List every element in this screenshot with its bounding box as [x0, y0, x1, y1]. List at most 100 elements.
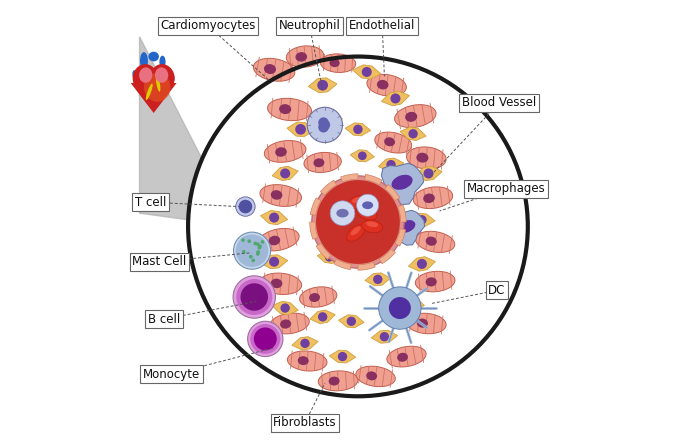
Circle shape [318, 312, 327, 321]
Ellipse shape [425, 237, 437, 246]
Ellipse shape [299, 287, 337, 307]
Circle shape [256, 250, 260, 254]
Polygon shape [353, 65, 381, 79]
Polygon shape [308, 78, 337, 93]
Polygon shape [408, 257, 436, 271]
Ellipse shape [132, 70, 141, 87]
Circle shape [324, 115, 334, 126]
Circle shape [234, 232, 271, 269]
Circle shape [312, 176, 404, 268]
Ellipse shape [384, 137, 395, 147]
Text: DC: DC [488, 284, 506, 297]
Circle shape [249, 255, 253, 258]
Circle shape [254, 328, 277, 350]
Ellipse shape [366, 222, 378, 227]
Circle shape [295, 124, 306, 135]
Polygon shape [310, 222, 318, 239]
Ellipse shape [375, 132, 412, 153]
Circle shape [389, 297, 411, 319]
Polygon shape [382, 91, 410, 106]
Ellipse shape [425, 278, 437, 286]
Ellipse shape [275, 147, 287, 157]
Circle shape [362, 67, 372, 77]
Polygon shape [389, 210, 425, 245]
Circle shape [379, 332, 389, 341]
Ellipse shape [264, 140, 306, 163]
Text: B cell: B cell [148, 313, 180, 325]
Polygon shape [317, 251, 341, 263]
Ellipse shape [155, 74, 160, 92]
Text: Fibroblasts: Fibroblasts [273, 416, 337, 429]
Ellipse shape [329, 377, 340, 385]
Circle shape [382, 198, 391, 207]
Circle shape [269, 257, 279, 267]
Circle shape [319, 122, 329, 132]
Ellipse shape [286, 46, 324, 67]
Polygon shape [272, 166, 298, 181]
Circle shape [247, 239, 251, 243]
Ellipse shape [395, 105, 436, 127]
Ellipse shape [366, 371, 377, 381]
Ellipse shape [270, 313, 309, 334]
Circle shape [258, 246, 261, 250]
Circle shape [233, 276, 275, 318]
Circle shape [342, 187, 351, 195]
Circle shape [250, 324, 280, 354]
Polygon shape [316, 243, 331, 259]
Circle shape [373, 275, 382, 284]
Circle shape [353, 125, 362, 134]
Polygon shape [398, 205, 406, 222]
Circle shape [390, 93, 401, 103]
Ellipse shape [166, 75, 175, 91]
Circle shape [386, 160, 396, 169]
Ellipse shape [268, 98, 312, 121]
Text: Mast Cell: Mast Cell [132, 255, 186, 268]
Polygon shape [397, 297, 425, 311]
Polygon shape [382, 163, 423, 205]
Ellipse shape [392, 175, 412, 190]
Ellipse shape [397, 220, 415, 233]
Polygon shape [335, 185, 359, 197]
Ellipse shape [258, 228, 299, 251]
Circle shape [417, 215, 427, 225]
Circle shape [256, 242, 260, 246]
Ellipse shape [361, 208, 373, 214]
Ellipse shape [416, 231, 455, 253]
Ellipse shape [260, 185, 301, 206]
Ellipse shape [319, 371, 358, 391]
Ellipse shape [356, 366, 395, 387]
Polygon shape [334, 259, 351, 270]
Ellipse shape [406, 147, 446, 169]
Polygon shape [365, 273, 390, 286]
Circle shape [248, 321, 283, 357]
Ellipse shape [413, 187, 453, 209]
Text: Blood Vessel: Blood Vessel [462, 96, 536, 109]
Ellipse shape [406, 313, 446, 334]
Circle shape [379, 287, 421, 329]
Circle shape [251, 258, 255, 262]
Polygon shape [272, 301, 298, 315]
Ellipse shape [347, 225, 365, 242]
Text: Endothelial: Endothelial [349, 19, 415, 32]
Polygon shape [400, 127, 426, 141]
Circle shape [236, 234, 269, 267]
Ellipse shape [279, 104, 291, 114]
Ellipse shape [405, 112, 417, 122]
Circle shape [338, 352, 347, 361]
Circle shape [330, 201, 355, 226]
Circle shape [241, 238, 245, 242]
Ellipse shape [341, 205, 352, 213]
Polygon shape [374, 195, 399, 209]
Text: Cardiomyocytes: Cardiomyocytes [160, 19, 256, 32]
Ellipse shape [423, 194, 435, 203]
Ellipse shape [321, 54, 356, 72]
Polygon shape [140, 37, 236, 226]
Polygon shape [385, 185, 399, 201]
Ellipse shape [144, 73, 171, 102]
Circle shape [406, 299, 416, 309]
Circle shape [238, 200, 252, 214]
Ellipse shape [336, 209, 349, 218]
Polygon shape [409, 213, 435, 226]
Polygon shape [350, 150, 375, 162]
Ellipse shape [357, 206, 377, 220]
